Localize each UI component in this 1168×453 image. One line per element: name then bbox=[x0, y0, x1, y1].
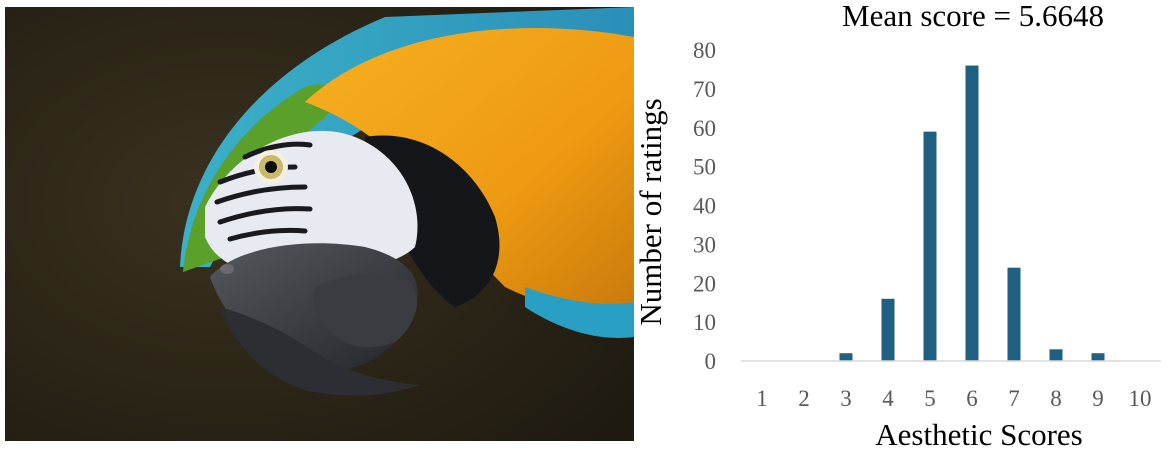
eye-pupil bbox=[265, 161, 277, 173]
x-tick-label: 8 bbox=[1050, 386, 1062, 411]
x-tick-label: 3 bbox=[840, 386, 852, 411]
macaw-photo bbox=[5, 7, 634, 441]
chart-title: Mean score = 5.6648 bbox=[842, 0, 1104, 33]
y-tick-label: 10 bbox=[693, 310, 716, 335]
orange-neck-feathers bbox=[305, 28, 634, 311]
bars bbox=[839, 65, 1105, 362]
x-tick-label: 5 bbox=[924, 386, 936, 411]
y-tick-label: 30 bbox=[693, 232, 716, 257]
x-tick-labels: 1 2 3 4 5 6 7 8 9 10 bbox=[756, 386, 1151, 411]
lower-beak bbox=[313, 273, 418, 348]
y-tick-label: 70 bbox=[693, 77, 716, 102]
x-tick-label: 10 bbox=[1129, 386, 1152, 411]
hooked-beak-tip bbox=[220, 307, 420, 396]
x-tick-label: 7 bbox=[1008, 386, 1020, 411]
x-tick-label: 6 bbox=[966, 386, 978, 411]
x-tick-label: 4 bbox=[882, 386, 894, 411]
bar-score-3 bbox=[839, 353, 853, 361]
nostril bbox=[220, 264, 234, 274]
bar-score-4 bbox=[881, 298, 895, 361]
score-histogram: Mean score = 5.6648 Number of ratings Ae… bbox=[634, 0, 1161, 452]
bar-score-5 bbox=[923, 131, 937, 361]
y-tick-label: 40 bbox=[693, 194, 716, 219]
y-tick-label: 50 bbox=[693, 155, 716, 180]
y-tick-label: 0 bbox=[705, 349, 717, 374]
y-axis-label: Number of ratings bbox=[634, 98, 668, 325]
x-tick-label: 1 bbox=[756, 386, 768, 411]
x-tick-label: 2 bbox=[798, 386, 810, 411]
y-tick-label: 60 bbox=[693, 116, 716, 141]
y-tick-label: 20 bbox=[693, 271, 716, 296]
blue-crown-feathers bbox=[180, 7, 634, 267]
bar-score-7 bbox=[1007, 267, 1021, 361]
blue-lower-feathers bbox=[525, 287, 634, 338]
x-axis-label: Aesthetic Scores bbox=[875, 417, 1082, 452]
bar-score-6 bbox=[965, 65, 979, 362]
y-tick-labels: 0 10 20 30 40 50 60 70 80 bbox=[693, 38, 716, 374]
x-tick-label: 9 bbox=[1092, 386, 1104, 411]
bar-score-9 bbox=[1091, 353, 1105, 361]
y-tick-label: 80 bbox=[693, 38, 716, 63]
bar-score-8 bbox=[1049, 349, 1063, 361]
